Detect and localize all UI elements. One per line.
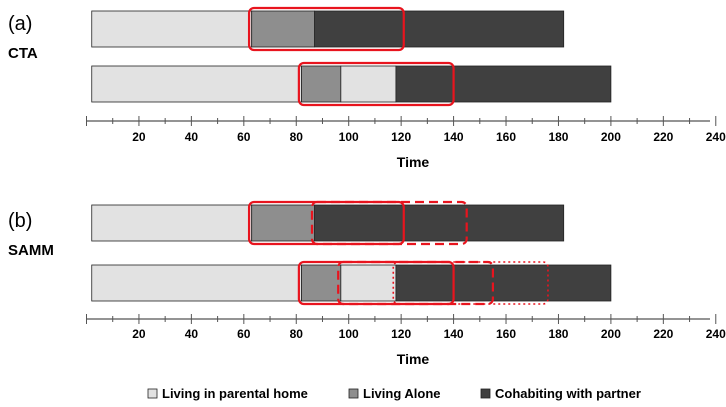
x-tick-label: 60 (237, 327, 251, 341)
x-tick-label: 220 (653, 130, 673, 144)
x-tick-label: 40 (185, 327, 199, 341)
x-tick-label: 80 (290, 130, 304, 144)
highlight-box-dashed (337, 260, 495, 306)
panel-label: (a) (8, 13, 32, 35)
highlight-box-solid (247, 6, 405, 52)
x-axis-title: Time (397, 154, 430, 170)
x-tick-label: 40 (185, 130, 199, 144)
x-tick-label: 160 (496, 327, 516, 341)
x-tick-label: 140 (444, 327, 464, 341)
legend-label-cohabiting-with-partner: Cohabiting with partner (495, 386, 641, 401)
x-tick-label: 60 (237, 130, 251, 144)
segment-living-in-parental-home (91, 10, 253, 48)
segment-cohabiting-with-partner (314, 204, 565, 242)
segment-living-in-parental-home (91, 65, 302, 103)
x-tick-label: 100 (339, 327, 359, 341)
panel-label: (b) (8, 210, 32, 232)
x-tick-label: 140 (444, 130, 464, 144)
segment-living-in-parental-home (91, 204, 253, 242)
legend-label-living-in-parental-home: Living in parental home (162, 386, 308, 401)
x-tick-label: 20 (132, 327, 146, 341)
segment-living-alone (301, 264, 342, 302)
segment-cohabiting-with-partner (395, 264, 612, 302)
highlight-box-dashed (310, 200, 468, 246)
highlight-box-solid (297, 61, 455, 107)
legend-swatch-cohabiting-with-partner (480, 388, 491, 399)
x-tick-label: 120 (391, 327, 411, 341)
x-tick-label: 160 (496, 130, 516, 144)
x-tick-label: 120 (391, 130, 411, 144)
x-tick-label: 220 (653, 327, 673, 341)
x-tick-label: 200 (601, 130, 621, 144)
x-tick-label: 240 (706, 327, 726, 341)
x-tick-label: 240 (706, 130, 726, 144)
segment-living-alone (251, 204, 316, 242)
legend-label-living-alone: Living Alone (363, 386, 441, 401)
segment-living-alone (251, 10, 316, 48)
x-tick-label: 100 (339, 130, 359, 144)
segment-living-in-parental-home (340, 264, 397, 302)
x-tick-label: 180 (548, 327, 568, 341)
segment-living-in-parental-home (91, 264, 302, 302)
segment-cohabiting-with-partner (314, 10, 565, 48)
method-label: CTA (8, 45, 38, 62)
method-label: SAMM (8, 242, 54, 259)
x-tick-label: 180 (548, 130, 568, 144)
legend-swatch-living-in-parental-home (147, 388, 158, 399)
highlight-box-dotted (392, 261, 549, 305)
x-tick-label: 20 (132, 130, 146, 144)
legend-swatch-living-alone (348, 388, 359, 399)
segment-cohabiting-with-partner (395, 65, 612, 103)
x-tick-label: 200 (601, 327, 621, 341)
segment-living-in-parental-home (340, 65, 397, 103)
x-axis-title: Time (397, 351, 430, 367)
segment-living-alone (301, 65, 342, 103)
x-tick-label: 80 (290, 327, 304, 341)
